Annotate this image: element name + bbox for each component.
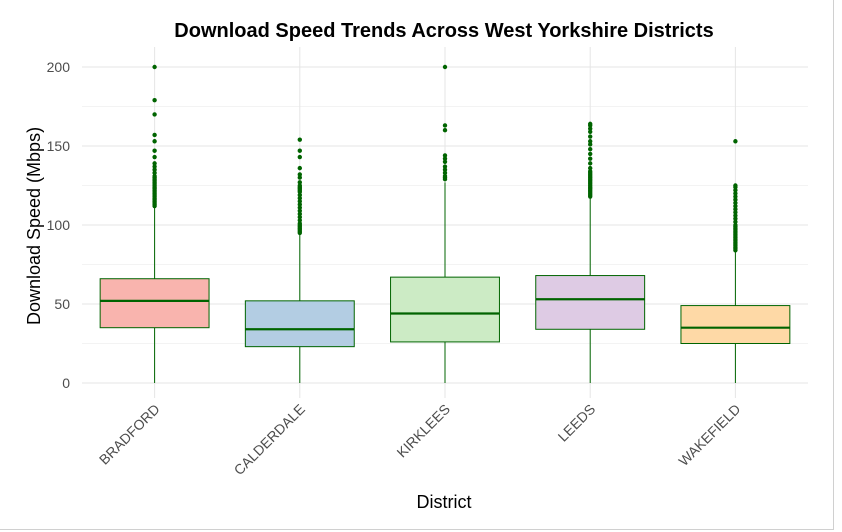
outlier-point — [442, 123, 448, 128]
outlier-point — [297, 148, 302, 153]
x-tick-label: BRADFORD — [96, 401, 163, 468]
outlier-point — [152, 139, 157, 144]
outlier-point — [733, 207, 738, 212]
outlier-point — [588, 169, 593, 174]
x-tick-label: CALDERDALE — [231, 401, 308, 478]
outlier-point — [297, 208, 302, 213]
outlier-point — [733, 219, 738, 225]
outlier-point — [152, 173, 157, 179]
y-tick-label: 200 — [47, 59, 71, 75]
outlier-point — [733, 222, 738, 228]
outlier-point — [297, 175, 302, 180]
y-tick-label: 150 — [47, 138, 71, 154]
outlier-point — [152, 112, 157, 117]
outlier-point — [297, 192, 302, 198]
outlier-point — [442, 159, 448, 164]
outlier-point — [588, 156, 593, 161]
outlier-point — [297, 211, 302, 217]
outlier-point — [733, 213, 738, 218]
outlier-point — [588, 134, 593, 139]
outlier-point — [297, 205, 302, 210]
boxes — [99, 64, 791, 383]
outlier-point — [442, 170, 448, 176]
chart-title: Download Speed Trends Across West Yorksh… — [174, 20, 713, 42]
outlier-point — [152, 97, 157, 103]
outlier-point — [442, 153, 448, 158]
box-iqr — [680, 305, 791, 344]
outlier-point — [152, 170, 157, 176]
outlier-point — [297, 172, 302, 177]
outlier-point — [297, 202, 302, 207]
outlier-point — [733, 183, 738, 188]
outlier-point — [297, 199, 302, 204]
outlier-point — [297, 218, 302, 223]
outlier-point — [152, 154, 157, 160]
outlier-point — [588, 139, 593, 144]
x-tick-label: WAKEFIELD — [675, 401, 743, 469]
outlier-point — [588, 142, 593, 147]
outlier-point — [297, 221, 302, 226]
outlier-point — [733, 191, 738, 196]
box-kirklees — [390, 64, 500, 383]
outlier-point — [588, 121, 593, 127]
outlier-point — [733, 216, 738, 221]
outlier-point — [733, 139, 738, 144]
y-axis-ticks: 0 50 100 150 200 — [47, 59, 71, 391]
outlier-point — [733, 203, 738, 209]
box-leeds — [535, 121, 646, 383]
x-axis-title: District — [417, 492, 472, 512]
outlier-point — [442, 156, 448, 161]
outlier-point — [733, 197, 738, 202]
x-tick-label: LEEDS — [555, 401, 599, 445]
outlier-point — [152, 167, 157, 172]
outlier-point — [297, 137, 302, 142]
box-iqr — [99, 278, 210, 329]
outlier-point — [442, 164, 448, 169]
box-iqr — [535, 275, 646, 330]
outlier-point — [297, 195, 302, 201]
outlier-point — [152, 161, 157, 166]
outlier-point — [152, 132, 157, 138]
y-tick-label: 0 — [62, 375, 70, 391]
box-bradford — [99, 64, 210, 383]
outlier-point — [588, 165, 593, 171]
outlier-point — [588, 151, 593, 157]
outlier-point — [297, 214, 302, 220]
outlier-point — [733, 210, 738, 215]
outlier-point — [442, 173, 448, 179]
outlier-point — [442, 64, 448, 70]
box-wakefield — [680, 139, 791, 383]
outlier-point — [733, 200, 738, 206]
box-iqr — [390, 276, 500, 343]
outlier-point — [297, 154, 302, 160]
outlier-point — [297, 180, 302, 185]
outlier-point — [588, 126, 593, 131]
outlier-point — [588, 129, 593, 134]
x-tick-label: KIRKLEES — [393, 401, 453, 461]
outlier-point — [588, 161, 593, 166]
outlier-point — [297, 183, 302, 188]
box-calderdale — [244, 137, 355, 383]
outlier-point — [588, 146, 593, 152]
box-iqr — [244, 300, 355, 348]
outlier-point — [733, 188, 738, 193]
outlier-point — [152, 148, 157, 153]
y-axis-title: Download Speed (Mbps) — [24, 127, 44, 325]
outlier-point — [297, 165, 302, 171]
outlier-point — [733, 194, 738, 199]
y-tick-label: 50 — [54, 296, 70, 312]
y-tick-label: 100 — [47, 217, 71, 233]
outlier-point — [442, 128, 448, 133]
x-axis-ticks: BRADFORD CALDERDALE KIRKLEES LEEDS WAKEFIELD — [96, 401, 744, 478]
outlier-point — [442, 167, 448, 172]
outlier-point — [152, 64, 157, 70]
outlier-point — [152, 164, 157, 169]
